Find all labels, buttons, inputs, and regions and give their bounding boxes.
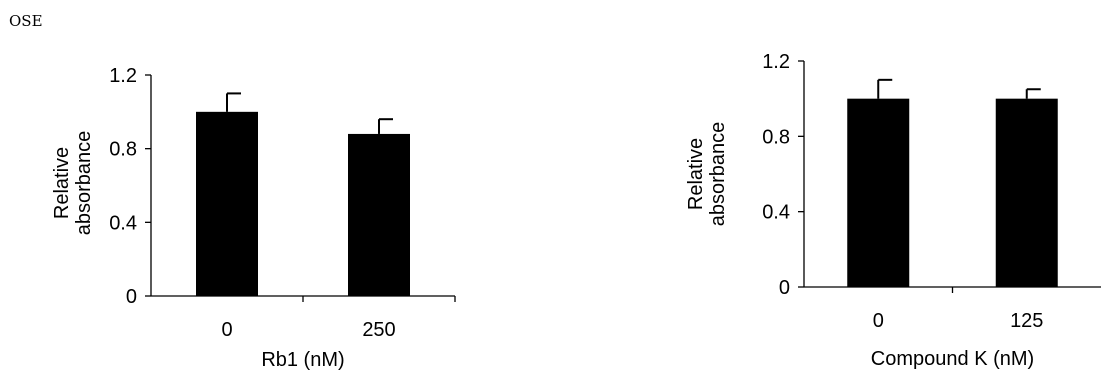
bar-2 — [995, 98, 1058, 288]
y-tick-label: 0 — [126, 286, 137, 308]
chart-1: 0 0.4 0.8 1.2 0 250 Rb1 (nM) Relativeabsorbance — [51, 65, 456, 371]
y-tick-label: 0.4 — [109, 212, 137, 234]
y-axis-label-line: absorbance — [73, 131, 95, 236]
y-axis-label: Relativeabsorbance — [685, 122, 729, 227]
y-tick-label: 1.2 — [109, 65, 137, 87]
x-axis-label: Compound K (nM) — [871, 348, 1034, 370]
x-tick-label: 0 — [873, 310, 884, 332]
x-tick-label: 125 — [1010, 310, 1043, 332]
bar-2 — [348, 133, 410, 296]
y-axis-label-line: absorbance — [707, 122, 729, 227]
x-tick-label: 0 — [221, 319, 232, 341]
y-tick-label: 0.8 — [762, 126, 790, 148]
bar-1 — [196, 111, 258, 296]
y-axis-label: Relativeabsorbance — [51, 131, 95, 236]
y-tick-label: 1.2 — [762, 51, 790, 73]
y-axis-label-line: Relative — [51, 147, 73, 219]
y-tick-label: 0.8 — [109, 139, 137, 161]
bar-1 — [847, 98, 910, 288]
y-tick-label: 0.4 — [762, 202, 790, 224]
chart-2: 0 0.4 0.8 1.2 0 125 Compound K (nM) Relativeabs… — [685, 51, 1101, 370]
panel-label: OSE — [9, 12, 43, 30]
x-axis-label: Rb1 (nM) — [261, 349, 344, 371]
y-tick-label: 0 — [779, 277, 790, 299]
y-axis-label-line: Relative — [685, 138, 707, 210]
x-tick-label: 250 — [362, 319, 395, 341]
